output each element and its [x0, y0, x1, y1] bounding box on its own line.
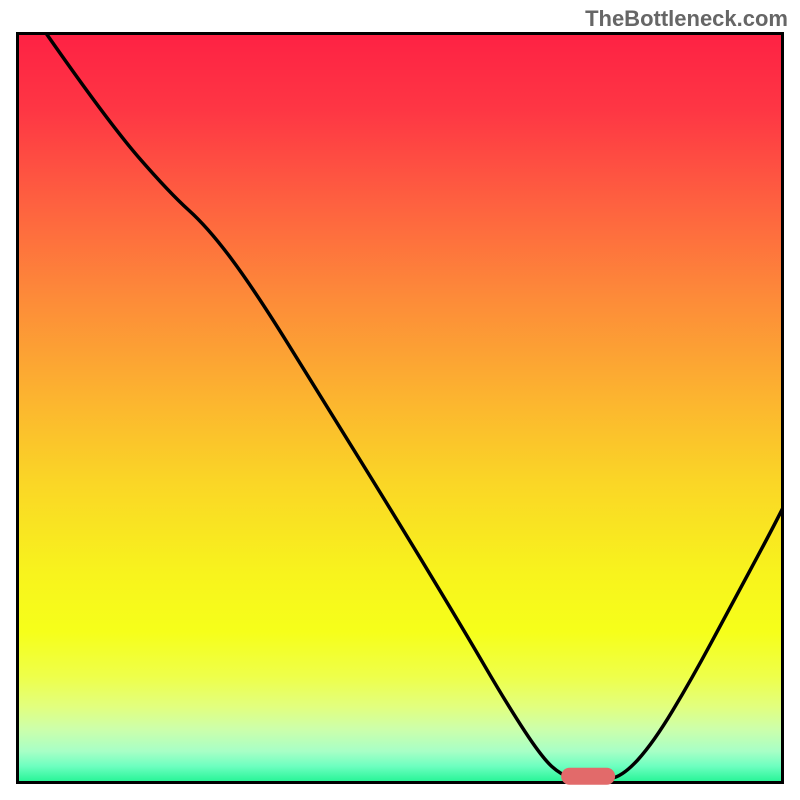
bottleneck-curve — [45, 32, 784, 780]
watermark-text: TheBottleneck.com — [585, 6, 788, 32]
curve-svg — [16, 32, 784, 784]
optimal-point-marker — [561, 768, 615, 785]
chart-frame — [16, 32, 784, 784]
